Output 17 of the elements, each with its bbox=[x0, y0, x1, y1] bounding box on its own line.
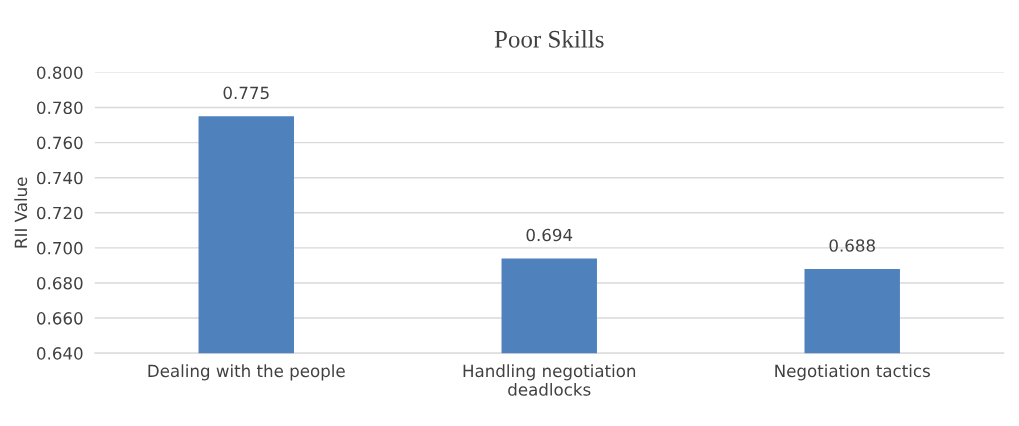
y-tick-label: 0.680 bbox=[37, 276, 83, 290]
data-label: 0.694 bbox=[526, 228, 573, 242]
y-axis-title: RII Value bbox=[14, 177, 28, 248]
y-tick-label: 0.800 bbox=[37, 66, 83, 79]
x-tick-label: Handling negotiation deadlocks bbox=[463, 364, 636, 396]
y-tick-label: 0.740 bbox=[37, 171, 83, 185]
chart-title: Poor Skills bbox=[494, 30, 604, 48]
y-tick-label: 0.660 bbox=[37, 312, 83, 325]
y-tick-label: 0.780 bbox=[37, 101, 83, 115]
x-tick-label: Negotiation tactics bbox=[775, 364, 930, 381]
data-label: 0.688 bbox=[829, 239, 875, 252]
y-tick-label: 0.700 bbox=[37, 241, 83, 255]
y-tick-label: 0.720 bbox=[37, 206, 83, 220]
x-tick-label: Dealing with the people bbox=[148, 364, 345, 381]
y-tick-label: 0.760 bbox=[37, 136, 83, 150]
data-label: 0.775 bbox=[223, 86, 269, 100]
y-tick-label: 0.640 bbox=[37, 347, 83, 360]
